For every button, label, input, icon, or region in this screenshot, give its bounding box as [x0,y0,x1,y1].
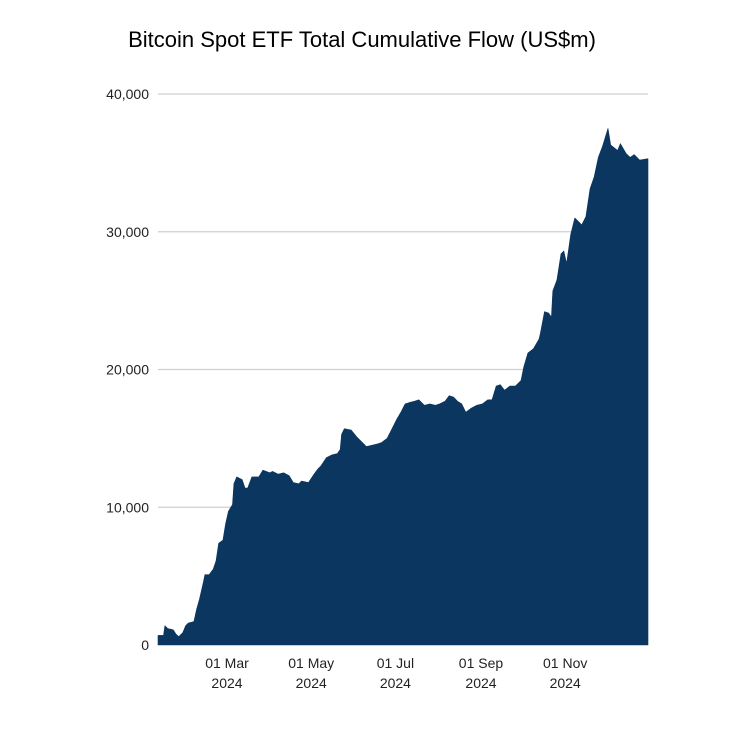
y-axis-ticks: 0 10,000 20,000 30,000 40,000 [106,86,149,653]
y-tick-label: 30,000 [106,224,149,240]
x-tick-label: 01 Mar [205,655,249,671]
y-tick-label: 0 [141,637,149,653]
x-tick-label: 01 May [288,655,334,671]
x-tick-label: 01 Nov [543,655,587,671]
x-tick-label: 01 Sep [459,655,504,671]
x-axis-ticks: 01 Mar 2024 01 May 2024 01 Jul 2024 01 Sep 2024… [205,655,587,691]
x-tick-year-label: 2024 [465,675,496,691]
chart-title: Bitcoin Spot ETF Total Cumulative Flow (… [128,27,596,52]
series-area-total-cumulative-flow [157,128,649,646]
y-tick-label: 10,000 [106,499,149,515]
x-tick-year-label: 2024 [380,675,411,691]
y-tick-label: 40,000 [106,86,149,102]
x-tick-year-label: 2024 [296,675,327,691]
x-tick-year-label: 2024 [550,675,581,691]
x-tick-label: 01 Jul [377,655,414,671]
x-tick-year-label: 2024 [211,675,242,691]
y-tick-label: 20,000 [106,362,149,378]
area-series [157,128,649,646]
